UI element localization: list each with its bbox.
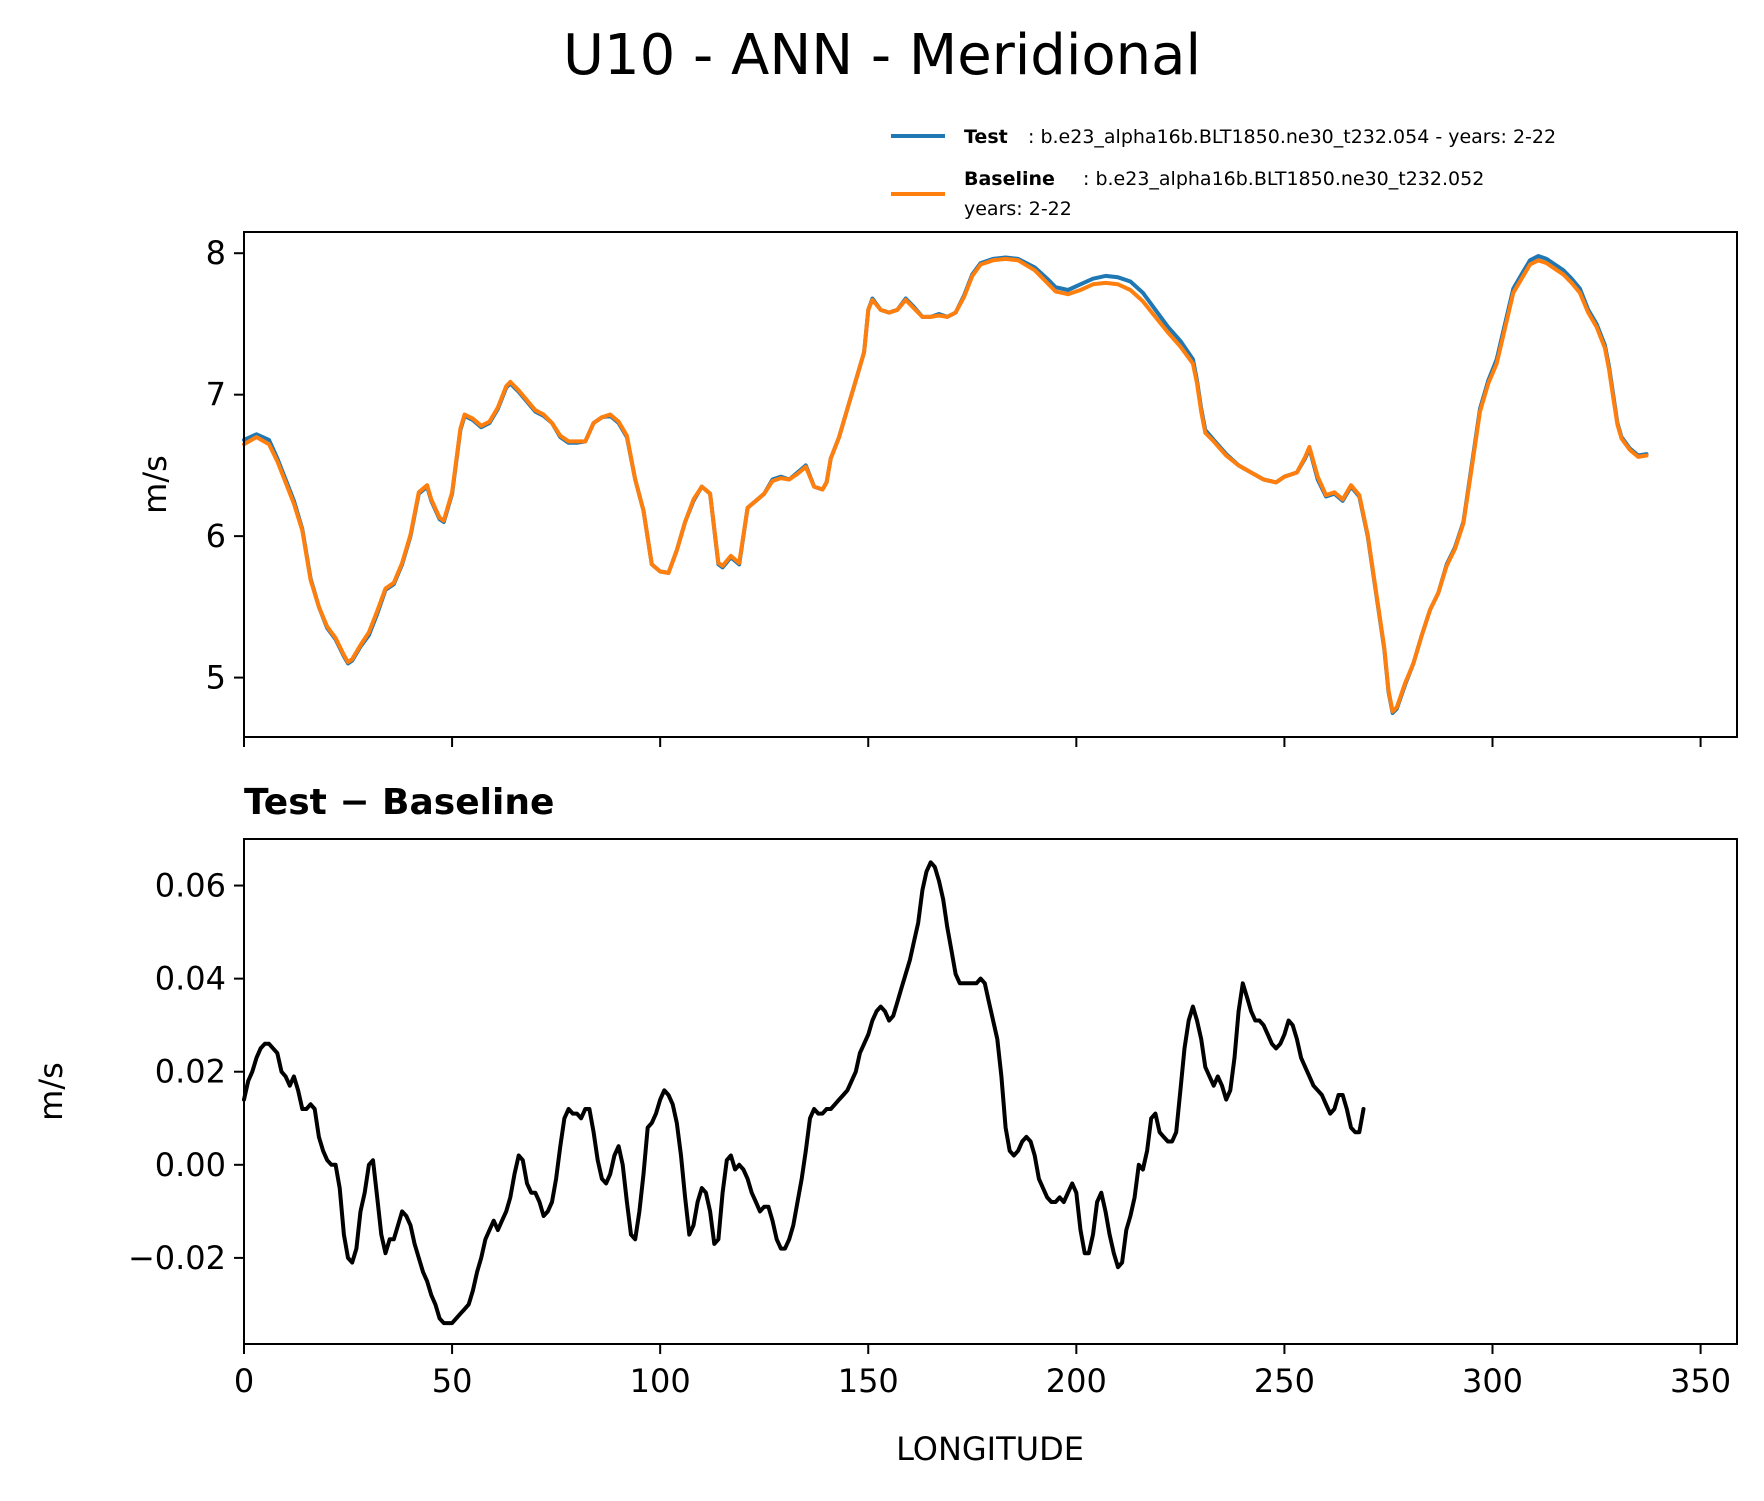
- bottom-ytick-label: 0.04: [155, 960, 226, 998]
- bottom-xtick-label: 100: [630, 1362, 691, 1400]
- bottom-xtick-label: 250: [1254, 1362, 1315, 1400]
- bottom-xtick-label: 350: [1670, 1362, 1731, 1400]
- bottom-xtick-label: 0: [234, 1362, 254, 1400]
- bottom-xtick-label: 300: [1462, 1362, 1523, 1400]
- bottom-ytick-label: 0.06: [155, 867, 226, 905]
- bottom-series-difference-line: [242, 860, 1366, 1326]
- bottom-ytick-label: −0.02: [128, 1239, 226, 1277]
- top-ytick-label: 8: [206, 234, 226, 272]
- bottom-ytick-label: 0.02: [155, 1053, 226, 1091]
- top-series-baseline-line: [242, 256, 1649, 714]
- bottom-panel-title: Test − Baseline: [244, 782, 554, 823]
- legend-label-baseline-name: Baseline: [964, 168, 1055, 190]
- bottom-panel-frame: [243, 838, 1738, 1345]
- bottom-panel: Test − Baseline m/s LONGITUDE −0.02 0.00 0…: [32, 782, 1738, 1468]
- top-panel-ylabel: m/s: [136, 455, 174, 514]
- bottom-ytick-label: 0.00: [155, 1146, 226, 1184]
- legend-label-baseline-text: : b.e23_alpha16b.BLT1850.ne30_t232.052: [1083, 168, 1484, 190]
- bottom-xtick-label: 50: [432, 1362, 473, 1400]
- top-panel-frame: [243, 231, 1738, 738]
- legend-label-test-text: : b.e23_alpha16b.BLT1850.ne30_t232.054 -…: [1028, 126, 1556, 148]
- bottom-panel-xlabel: LONGITUDE: [896, 1430, 1084, 1468]
- legend: Test : b.e23_alpha16b.BLT1850.ne30_t232.…: [891, 126, 1556, 220]
- legend-label-test-name: Test: [964, 126, 1008, 148]
- top-ytick-label: 7: [206, 376, 226, 414]
- bottom-xtick-label: 150: [838, 1362, 899, 1400]
- bottom-xtick-label: 200: [1046, 1362, 1107, 1400]
- top-panel: m/s 5 6 7 8: [136, 231, 1738, 747]
- top-ytick-label: 6: [206, 517, 226, 555]
- bottom-panel-ylabel: m/s: [32, 1062, 70, 1121]
- top-ytick-label: 5: [206, 659, 226, 697]
- legend-label-baseline-text2: years: 2-22: [964, 198, 1072, 220]
- chart-title: U10 - ANN - Meridional: [563, 23, 1201, 88]
